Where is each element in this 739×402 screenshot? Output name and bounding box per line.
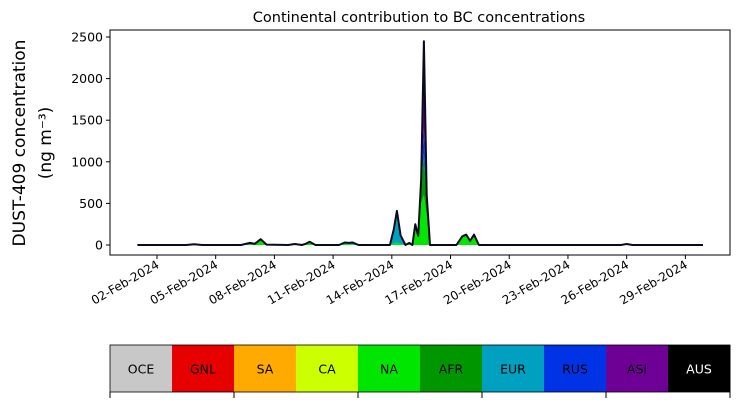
- colorbar-label: AUS: [686, 362, 712, 377]
- colorbar-swatch-sa: [234, 345, 297, 392]
- colorbar-label: SA: [257, 362, 274, 377]
- colorbar-swatch-afr: [420, 345, 483, 392]
- colorbar-swatch-gnl: [172, 345, 235, 392]
- y-tick-label: 1500: [71, 113, 103, 128]
- y-axis-label: DUST-409 concentration: [10, 40, 30, 247]
- colorbar-label: GNL: [190, 362, 216, 377]
- colorbar-label: CA: [318, 362, 336, 377]
- stacked-areas: [137, 40, 703, 246]
- colorbar-label: RUS: [562, 362, 588, 377]
- colorbar-label: EUR: [500, 362, 526, 377]
- colorbar-swatch-rus: [544, 345, 607, 392]
- colorbar-swatch-asi: [606, 345, 669, 392]
- area-na: [137, 195, 703, 245]
- y-tick-label: 2000: [71, 71, 103, 86]
- axes: 0500100015002000250002-Feb-202405-Feb-20…: [71, 29, 731, 307]
- y-tick-label: 1000: [71, 154, 103, 169]
- colorbar-label: OCE: [128, 362, 155, 377]
- colorbar-swatch-oce: [110, 345, 173, 392]
- colorbar-swatch-eur: [482, 345, 545, 392]
- y-tick-label: 0: [95, 238, 103, 253]
- colorbar-legend: OCE GNL SA CA NA AFR EUR RUS ASI AUS: [109, 344, 731, 398]
- y-tick-label: 500: [79, 196, 103, 211]
- colorbar-frame: [109, 344, 731, 393]
- chart-title: Continental contribution to BC concentra…: [253, 10, 585, 26]
- y-tick-label: 2500: [71, 29, 103, 44]
- colorbar-label: NA: [380, 362, 398, 377]
- colorbar-swatch-na: [358, 345, 421, 392]
- colorbar-swatch-ca: [296, 345, 359, 392]
- plot-frame: [109, 29, 731, 256]
- colorbar-label: AFR: [439, 362, 464, 377]
- total-line: [137, 40, 703, 246]
- colorbar-label: ASI: [627, 362, 647, 377]
- colorbar-swatch-aus: [668, 345, 731, 392]
- y-axis-label-units: (ng m⁻³): [36, 107, 56, 180]
